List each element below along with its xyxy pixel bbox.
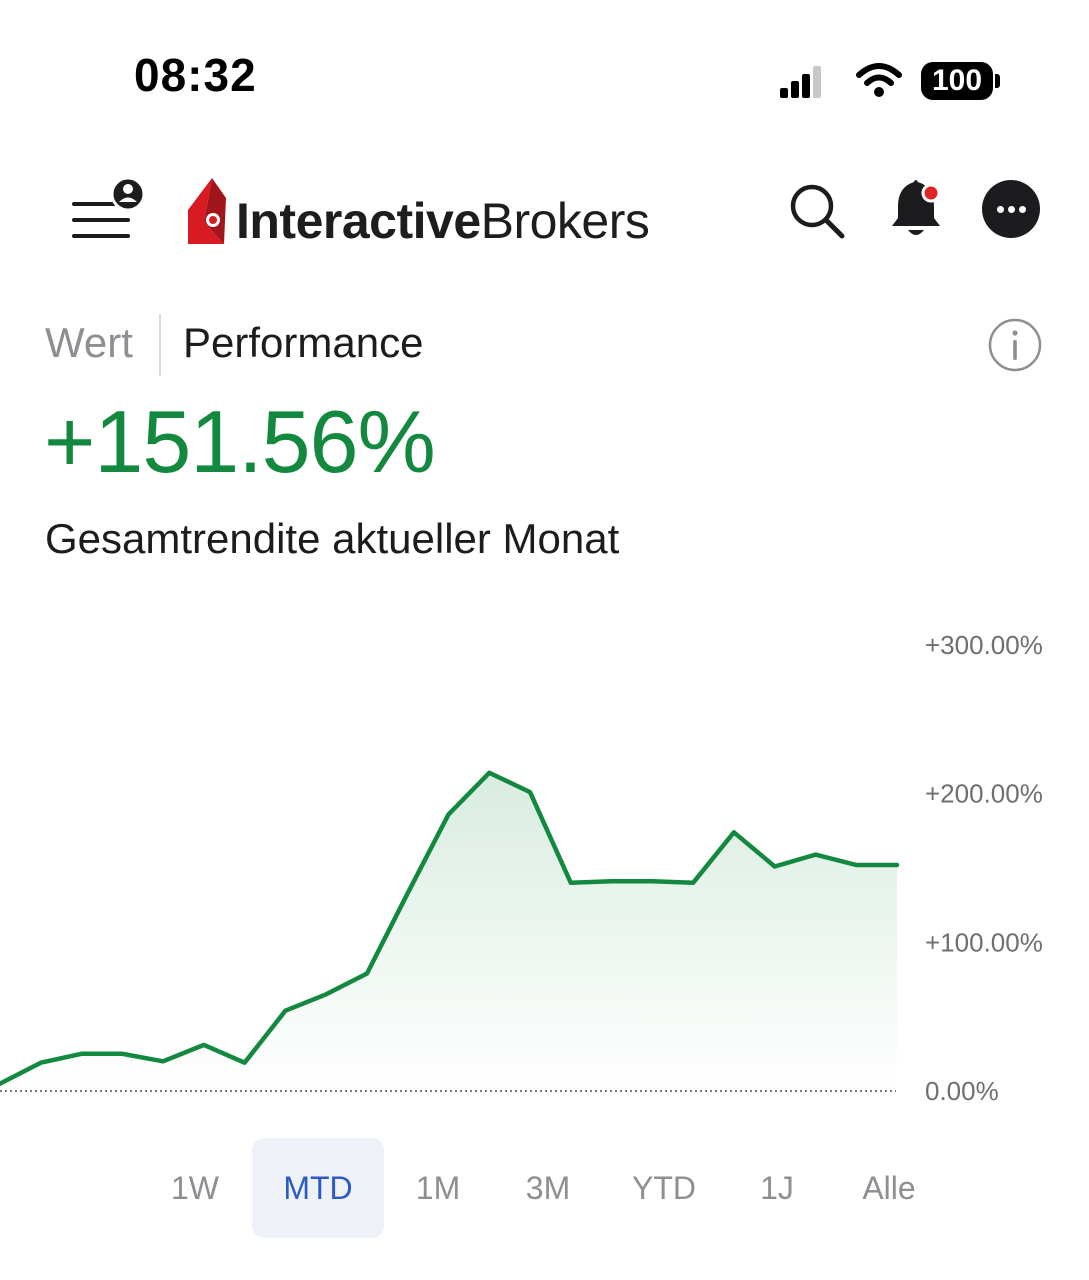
range-tab-1m[interactable]: 1M: [415, 1170, 461, 1206]
more-icon[interactable]: [982, 180, 1040, 238]
chart-series-line: [0, 770, 900, 1086]
logo-bold: Interactive: [236, 193, 481, 249]
y-tick-label: +300.00%: [925, 630, 1043, 660]
more-dot: [1008, 206, 1015, 213]
performance-label: Gesamtrendite aktueller Monat: [45, 515, 620, 562]
segment-divider: [159, 314, 161, 376]
more-dot: [1019, 206, 1026, 213]
tab-performance[interactable]: Performance: [183, 319, 424, 366]
range-tab-mtd[interactable]: MTD: [252, 1138, 384, 1238]
y-axis-ticks: +300.00% +200.00% +100.00% 0.00%: [925, 630, 1043, 1106]
wifi-icon: [856, 63, 902, 97]
signal-icon: [780, 66, 821, 98]
performance-value: +151.56%: [44, 392, 436, 491]
status-time: 08:32: [134, 49, 257, 101]
range-tab-3m[interactable]: 3M: [525, 1170, 571, 1206]
range-tab-alle[interactable]: Alle: [862, 1170, 916, 1206]
range-tab-ytd[interactable]: YTD: [632, 1170, 696, 1206]
y-tick-label: +200.00%: [925, 779, 1043, 809]
menu-user-icon[interactable]: [68, 178, 148, 244]
bell-icon[interactable]: [888, 178, 944, 240]
battery-level: 100: [931, 64, 983, 97]
battery-tip: [995, 74, 1000, 88]
ib-logo-icon: [188, 178, 226, 244]
battery-icon: 100: [921, 62, 1001, 100]
y-tick-label: 0.00%: [925, 1076, 999, 1106]
performance-chart[interactable]: +300.00% +200.00% +100.00% 0.00%: [0, 600, 1089, 1120]
tab-wert[interactable]: Wert: [45, 319, 133, 366]
y-tick-label: +100.00%: [925, 927, 1043, 957]
ib-logo-text: InteractiveBrokers: [236, 193, 650, 249]
logo-light: Brokers: [480, 193, 650, 249]
chart-area-fill: [0, 772, 897, 1091]
range-tab-1w[interactable]: 1W: [171, 1170, 219, 1206]
battery-body: [921, 62, 993, 100]
info-icon[interactable]: [988, 318, 1042, 372]
range-tab-1j[interactable]: 1J: [760, 1170, 794, 1206]
more-dot: [997, 206, 1004, 213]
search-icon[interactable]: [788, 182, 846, 240]
range-tabs: 1W MTD 1M 3M YTD 1J Alle: [0, 1138, 1089, 1238]
